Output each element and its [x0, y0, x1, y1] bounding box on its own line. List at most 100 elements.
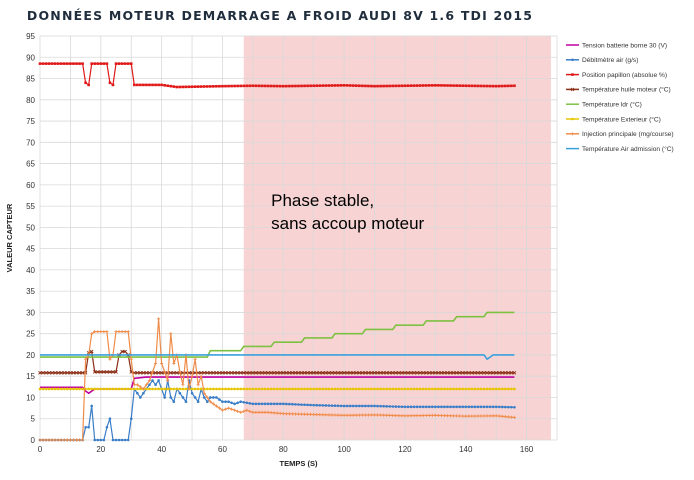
data-point: [379, 404, 382, 408]
data-point: [384, 370, 389, 375]
data-point: [403, 370, 407, 375]
data-point: [129, 387, 133, 391]
data-point: [339, 387, 343, 391]
data-point: [388, 413, 392, 417]
legend-item: Température ldr (°C): [566, 101, 642, 109]
data-point: [50, 387, 54, 391]
data-point: [187, 85, 191, 89]
data-point: [400, 414, 404, 418]
data-point: [358, 387, 361, 391]
data-point: [38, 62, 42, 65]
data-point: [123, 62, 127, 65]
data-point: [290, 370, 295, 375]
data-point: [458, 84, 461, 87]
data-point: [358, 404, 361, 408]
y-tick-label: 30: [26, 308, 35, 317]
y-tick-label: 10: [26, 393, 35, 402]
data-point: [99, 329, 103, 334]
y-tick-label: 85: [26, 75, 35, 84]
data-point: [513, 387, 516, 391]
data-point: [412, 405, 416, 409]
data-point: [461, 414, 465, 418]
data-point: [391, 413, 395, 418]
data-point: [266, 84, 270, 88]
chart-title: DONNÉES MOTEUR DEMARRAGE A FROID AUDI 8V…: [26, 8, 534, 23]
data-point: [324, 370, 328, 375]
data-point: [369, 413, 374, 417]
data-point: [251, 410, 255, 414]
data-point: [330, 387, 334, 391]
data-point: [479, 414, 483, 418]
data-point: [421, 84, 425, 87]
data-point: [205, 400, 209, 404]
data-point: [111, 370, 115, 374]
data-point: [169, 396, 173, 399]
data-point: [479, 370, 483, 375]
data-point: [461, 387, 465, 391]
data-point: [257, 410, 261, 414]
data-point: [281, 402, 285, 406]
data-point: [215, 396, 218, 399]
data-point: [242, 387, 246, 391]
data-point: [287, 370, 292, 375]
legend-item: Température Exterieur (°C): [566, 115, 661, 123]
data-point: [342, 387, 346, 391]
y-tick-label: 75: [26, 117, 35, 126]
y-axis-ticks: 0 5 10 15 20 25 30 35 40 45 50 55 60 65 70 75 80 85 90 95: [26, 32, 35, 445]
data-point: [102, 387, 106, 391]
data-point: [260, 84, 264, 88]
data-point: [458, 405, 461, 409]
data-point: [397, 413, 401, 418]
data-point: [485, 387, 489, 391]
data-point: [44, 387, 48, 391]
data-point: [129, 417, 133, 421]
data-point: [406, 414, 410, 418]
data-point: [59, 387, 63, 391]
data-point: [336, 84, 340, 87]
data-point: [96, 438, 100, 442]
data-point: [178, 387, 182, 391]
data-point: [87, 387, 90, 391]
data-point: [157, 387, 160, 391]
data-point: [141, 387, 145, 391]
data-point: [470, 405, 474, 409]
data-point: [84, 425, 87, 429]
data-point: [136, 387, 139, 391]
data-point: [445, 370, 450, 375]
data-point: [199, 370, 204, 375]
data-point: [229, 370, 234, 375]
data-point: [254, 370, 258, 375]
data-point: [387, 370, 392, 375]
data-point: [65, 438, 69, 442]
data-point: [455, 84, 458, 87]
data-point: [367, 387, 370, 391]
data-point: [38, 387, 42, 391]
data-point: [44, 438, 48, 442]
data-point: [272, 370, 276, 375]
data-point: [230, 401, 233, 405]
data-point: [81, 62, 84, 65]
data-point: [321, 404, 325, 407]
data-point: [199, 85, 203, 88]
data-point: [263, 84, 267, 88]
data-point: [440, 387, 443, 391]
data-point: [178, 370, 182, 374]
data-point: [333, 413, 337, 417]
data-point: [160, 361, 164, 366]
data-point: [424, 370, 429, 375]
data-point: [132, 387, 136, 391]
data-point: [327, 387, 331, 391]
data-point: [439, 413, 444, 418]
data-point: [184, 85, 188, 89]
data-point: [391, 84, 395, 88]
data-point: [315, 84, 319, 88]
data-point: [72, 62, 75, 65]
data-point: [430, 413, 434, 417]
data-point: [224, 387, 227, 391]
data-point: [494, 84, 498, 88]
data-point: [327, 370, 331, 375]
data-point: [141, 370, 146, 375]
data-point: [333, 84, 337, 87]
data-point: [571, 58, 574, 62]
data-point: [446, 84, 449, 87]
